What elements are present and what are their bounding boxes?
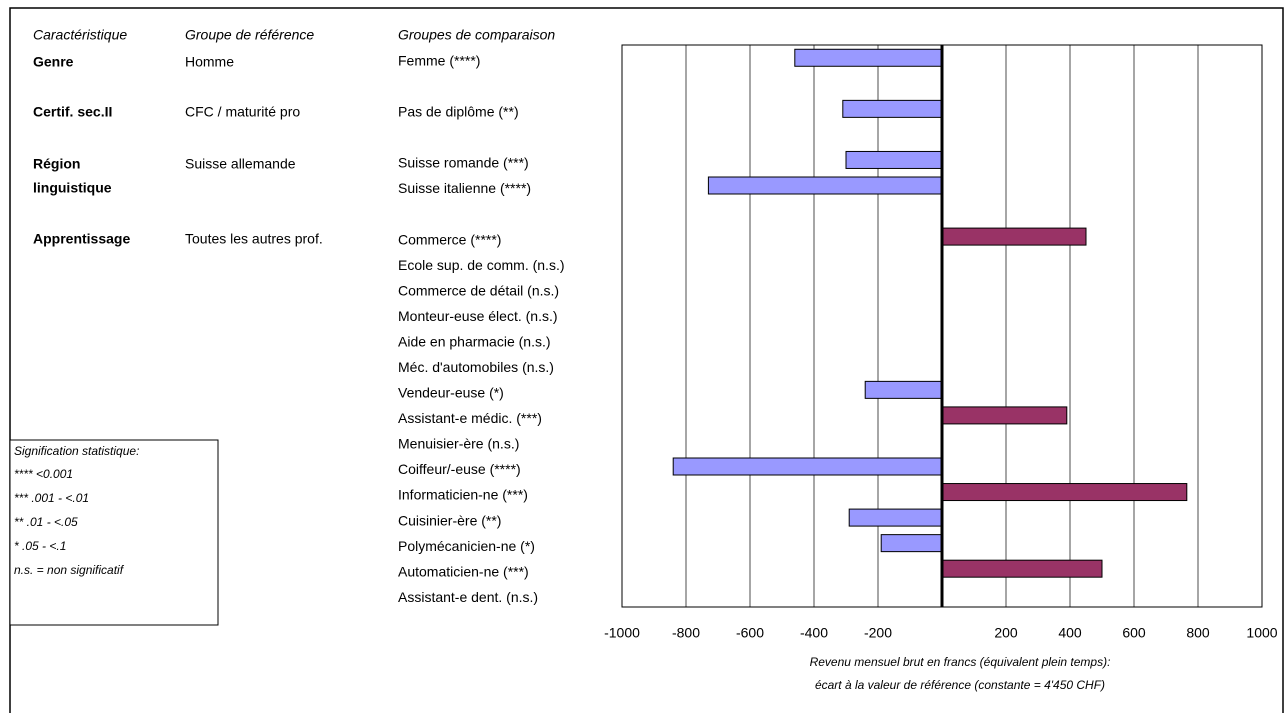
bar	[941, 559, 1103, 578]
bar	[672, 457, 943, 476]
bar	[941, 483, 1188, 502]
category-label: Coiffeur/-euse (****)	[398, 461, 521, 477]
category-label: Assistant-e médic. (***)	[398, 410, 542, 426]
x-tick-label: 1000	[1246, 625, 1277, 641]
column-header: Groupes de comparaison	[398, 27, 555, 43]
characteristic: Genre	[33, 54, 74, 70]
x-tick-label: 400	[1058, 625, 1082, 641]
characteristic: linguistique	[33, 180, 112, 196]
significance-box	[9, 439, 219, 626]
bar	[864, 380, 943, 399]
reference-group: Suisse allemande	[185, 156, 296, 172]
category-label: Cuisinier-ère (**)	[398, 512, 501, 528]
category-label: Menuisier-ère (n.s.)	[398, 436, 519, 452]
reference-group: Homme	[185, 54, 234, 70]
category-label: Pas de diplôme (**)	[398, 104, 519, 120]
characteristic: Région	[33, 156, 80, 172]
x-tick-label: 600	[1122, 625, 1146, 641]
bar	[880, 534, 943, 553]
category-label: Suisse italienne (****)	[398, 180, 531, 196]
x-tick-label: -600	[736, 625, 764, 641]
column-header: Caractéristique	[33, 27, 127, 43]
bar	[794, 48, 943, 67]
category-label: Ecole sup. de comm. (n.s.)	[398, 257, 565, 273]
category-label: Polymécanicien-ne (*)	[398, 538, 535, 554]
x-tick-label: -200	[864, 625, 892, 641]
characteristic: Certif. sec.II	[33, 104, 112, 120]
category-label: Aide en pharmacie (n.s.)	[398, 333, 551, 349]
category-label: Vendeur-euse (*)	[398, 385, 504, 401]
significance-line: *** .001 - <.01	[14, 491, 89, 505]
frame	[9, 7, 1284, 713]
category-label: Informaticien-ne (***)	[398, 487, 528, 503]
x-axis-title: Revenu mensuel brut en francs (équivalen…	[810, 655, 1111, 669]
category-label: Automaticien-ne (***)	[398, 563, 529, 579]
significance-line: n.s. = non significatif	[14, 563, 125, 577]
category-label: Méc. d'automobiles (n.s.)	[398, 359, 554, 375]
bar	[707, 176, 943, 195]
characteristic: Apprentissage	[33, 231, 130, 247]
reference-group: Toutes les autres prof.	[185, 231, 323, 247]
x-axis-title: écart à la valeur de référence (constant…	[815, 678, 1105, 692]
category-label: Femme (****)	[398, 52, 480, 68]
significance-line: ** .01 - <.05	[14, 515, 78, 529]
significance-line: **** <0.001	[14, 467, 73, 481]
bar	[845, 150, 943, 169]
bar	[842, 99, 943, 118]
x-tick-label: -400	[800, 625, 828, 641]
x-tick-label: 800	[1186, 625, 1210, 641]
column-header: Groupe de référence	[185, 27, 314, 43]
category-label: Assistant-e dent. (n.s.)	[398, 589, 538, 605]
significance-line: * .05 - <.1	[14, 539, 66, 553]
bar	[941, 227, 1087, 246]
reference-group: CFC / maturité pro	[185, 104, 300, 120]
x-tick-label: 200	[994, 625, 1018, 641]
category-label: Monteur-euse élect. (n.s.)	[398, 308, 558, 324]
bar	[941, 406, 1068, 425]
x-tick-label: -800	[672, 625, 700, 641]
bar	[848, 508, 943, 527]
x-tick-label: -1000	[604, 625, 640, 641]
category-label: Commerce de détail (n.s.)	[398, 282, 559, 298]
significance-title: Signification statistique:	[14, 444, 139, 458]
category-label: Commerce (****)	[398, 231, 501, 247]
category-label: Suisse romande (***)	[398, 155, 529, 171]
